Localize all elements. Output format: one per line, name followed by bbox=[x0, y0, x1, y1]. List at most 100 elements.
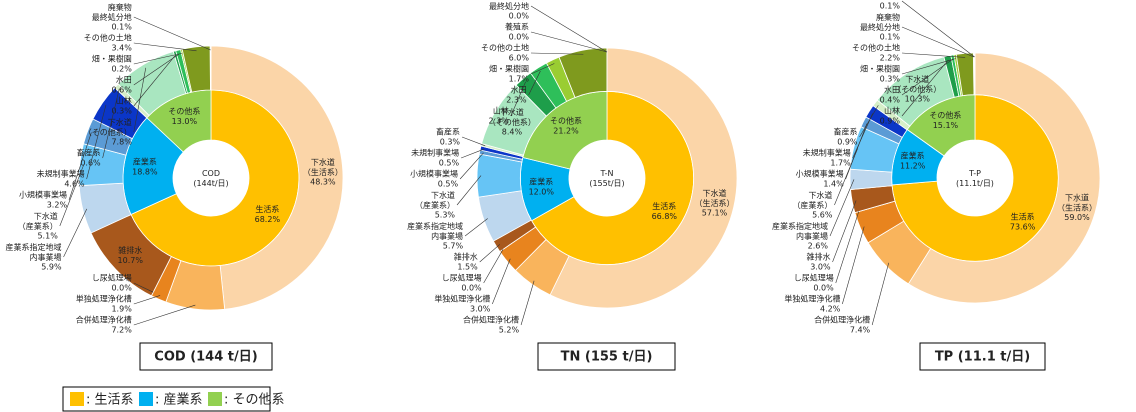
caption-box bbox=[537, 342, 676, 371]
outer-value-label: 0.3% bbox=[440, 138, 461, 147]
outer-value-label: 0.4% bbox=[880, 96, 901, 105]
inner-label: 生活系 bbox=[652, 201, 676, 211]
outer-label: 山林 bbox=[116, 96, 132, 106]
outer-label: 畜産系 bbox=[834, 127, 858, 137]
outer-value-label: 3.2% bbox=[47, 201, 68, 210]
leader-line bbox=[901, 26, 974, 58]
outer-label: 未規制事業場 bbox=[37, 169, 85, 179]
leader-line bbox=[901, 52, 966, 58]
inner-label: その他系 bbox=[550, 115, 582, 125]
outer-segment bbox=[210, 45, 344, 310]
outer-label: 下水道（その他系） bbox=[893, 73, 941, 93]
outer-value-label: 1.7% bbox=[830, 159, 851, 168]
leader-line bbox=[492, 258, 511, 305]
outer-label: 単独処理浄化槽 bbox=[434, 294, 490, 304]
outer-label: 畑・果樹園 bbox=[489, 64, 529, 74]
leader-line bbox=[461, 136, 486, 147]
outer-label: 下水道（産業系） bbox=[18, 211, 58, 231]
outer-label: その他の土地 bbox=[84, 33, 132, 43]
outer-value-label: 5.3% bbox=[435, 211, 456, 220]
leader-line bbox=[530, 5, 608, 53]
inner-value-label: 73.6% bbox=[1010, 222, 1036, 231]
outer-value-label: 5.2% bbox=[499, 326, 520, 335]
center-hole bbox=[175, 142, 247, 214]
leader-line bbox=[871, 262, 889, 326]
leader-line bbox=[530, 52, 584, 55]
center-label: COD (144t/日) bbox=[193, 169, 228, 188]
outer-label: その他の土地 bbox=[481, 43, 529, 53]
leader-line bbox=[133, 54, 176, 107]
leader-line bbox=[842, 226, 865, 305]
outer-value-label: 1.7% bbox=[509, 75, 530, 84]
leader-line bbox=[464, 218, 488, 237]
outer-value-label: 4.6% bbox=[64, 180, 85, 189]
outer-value-label: 3.0% bbox=[470, 305, 491, 314]
outer-label: 産業系指定地域内事業場 bbox=[772, 221, 828, 241]
outer-value-label: 0.3% bbox=[111, 107, 132, 116]
outer-value-label: 57.1% bbox=[702, 208, 728, 217]
legend-label: : その他系 bbox=[224, 393, 285, 408]
outer-value-label: 2.6% bbox=[808, 242, 829, 251]
legend-swatch bbox=[208, 392, 222, 406]
outer-label: 下水道（産業系） bbox=[792, 190, 832, 210]
outer-value-label: 0.0% bbox=[111, 284, 132, 293]
center-hole bbox=[571, 142, 643, 214]
outer-label: 山林 bbox=[884, 106, 900, 116]
leader-line bbox=[133, 295, 161, 305]
outer-label: 下水道（その他系） bbox=[488, 107, 536, 127]
leader-line bbox=[479, 244, 501, 263]
outer-value-label: 5.7% bbox=[443, 242, 464, 251]
inner-value-label: 11.2% bbox=[900, 161, 926, 170]
leader-line bbox=[133, 53, 180, 86]
outer-label: 畜産系 bbox=[77, 148, 101, 158]
outer-label: 合併処理浄化槽 bbox=[814, 315, 870, 325]
leader-line bbox=[459, 152, 484, 180]
outer-label: 山林 bbox=[493, 106, 509, 116]
leader-line bbox=[133, 16, 211, 51]
outer-label: 下水道（生活系） bbox=[303, 157, 343, 177]
outer-value-label: 1.4% bbox=[823, 180, 844, 189]
outer-segment bbox=[973, 52, 976, 96]
inner-value-label: 15.1% bbox=[933, 121, 959, 130]
leader-line bbox=[68, 132, 92, 201]
leader-line bbox=[59, 164, 84, 227]
leader-line bbox=[901, 0, 975, 58]
outer-value-label: 7.8% bbox=[111, 138, 132, 147]
leader-line bbox=[460, 148, 485, 159]
outer-segment bbox=[849, 168, 893, 190]
outer-label: 合併処理浄化槽 bbox=[463, 315, 519, 325]
inner-label: その他系 bbox=[168, 106, 200, 116]
outer-value-label: 6.0% bbox=[509, 54, 530, 63]
outer-label: 小規模事業場 bbox=[796, 169, 844, 179]
outer-label: 下水道（産業系） bbox=[415, 190, 455, 210]
inner-value-label: 12.0% bbox=[529, 188, 555, 197]
outer-label: 下水道（生活系） bbox=[695, 187, 735, 207]
outer-label: 小規模事業場 bbox=[19, 190, 67, 200]
inner-value-label: 68.2% bbox=[255, 215, 281, 224]
outer-label: 養殖系 bbox=[876, 0, 900, 1]
inner-value-label: 18.8% bbox=[132, 168, 158, 177]
outer-label: 養殖系 bbox=[505, 22, 529, 32]
inner-value-label: 13.0% bbox=[172, 117, 198, 126]
outer-label: 単独処理浄化槽 bbox=[784, 294, 840, 304]
outer-value-label: 1.5% bbox=[457, 263, 478, 272]
outer-segment bbox=[549, 47, 738, 309]
outer-value-label: 0.1% bbox=[111, 23, 132, 32]
leader-line bbox=[133, 304, 196, 326]
outer-label: 産業系指定地域内事業場 bbox=[407, 221, 463, 241]
outer-label: 雑排水 bbox=[454, 252, 478, 262]
caption-box bbox=[919, 342, 1046, 371]
outer-label: 合併処理浄化槽 bbox=[76, 315, 132, 325]
chart-caption: COD (144 t/日) bbox=[154, 350, 257, 365]
outer-value-label: 0.3% bbox=[880, 75, 901, 84]
outer-label: 下水道（生活系） bbox=[1057, 192, 1097, 212]
leader-line bbox=[901, 58, 956, 75]
outer-value-label: 3.0% bbox=[810, 263, 831, 272]
leader-line bbox=[832, 200, 857, 263]
outer-segment bbox=[907, 52, 1101, 304]
outer-label: 畑・果樹園 bbox=[92, 54, 132, 64]
